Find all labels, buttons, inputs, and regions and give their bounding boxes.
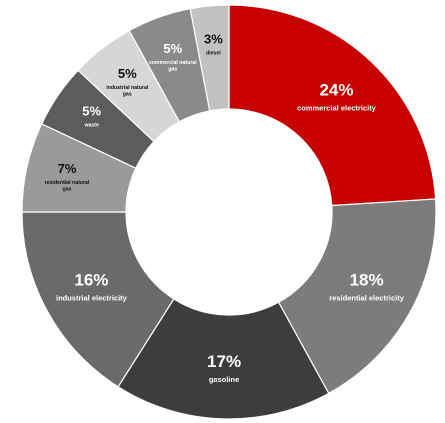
- slice-pct-label-waste: 5%: [82, 104, 101, 119]
- slice-category-label-industrial-electricity: industrial electricity: [56, 294, 128, 303]
- slice-gasoline: [117, 298, 330, 420]
- slice-pct-label-commercial-natural-gas: 5%: [163, 41, 182, 56]
- slice-commercial-electricity: [228, 4, 437, 207]
- slice-diesel: [189, 4, 230, 112]
- slice-pct-label-gasoline: 17%: [207, 352, 241, 371]
- slice-pct-label-industrial-natural-gas: 5%: [118, 66, 137, 81]
- slice-residential-electricity: [277, 198, 437, 395]
- slice-pct-label-residential-electricity: 18%: [350, 271, 384, 290]
- slice-category-label-residential-natural-gas: residential natural: [45, 180, 90, 186]
- slice-pct-label-commercial-electricity: 24%: [319, 81, 353, 100]
- slice-category-label-waste: waste: [83, 123, 99, 129]
- slice-pct-label-residential-natural-gas: 7%: [58, 161, 77, 176]
- slice-pct-label-diesel: 3%: [204, 32, 223, 47]
- slice-pct-label-industrial-electricity: 16%: [74, 271, 108, 290]
- slice-category-label-commercial-natural-gas: commercial natural: [149, 60, 197, 66]
- slice-category-label-gasoline: gasoline: [209, 375, 239, 384]
- slice-category-label-industrial-natural-gas: industrial natural: [106, 85, 149, 91]
- slice-category-label-residential-electricity: residential electricity: [329, 294, 404, 303]
- slice-category-label-diesel: diesel: [206, 51, 221, 57]
- slice-category-label-commercial-electricity: commercial electricity: [297, 104, 377, 113]
- slice-category-label-industrial-natural-gas: gas: [123, 92, 132, 98]
- slice-category-label-commercial-natural-gas: gas: [168, 67, 177, 73]
- slice-industrial-electricity: [21, 211, 175, 388]
- slice-category-label-residential-natural-gas: gas: [63, 186, 72, 192]
